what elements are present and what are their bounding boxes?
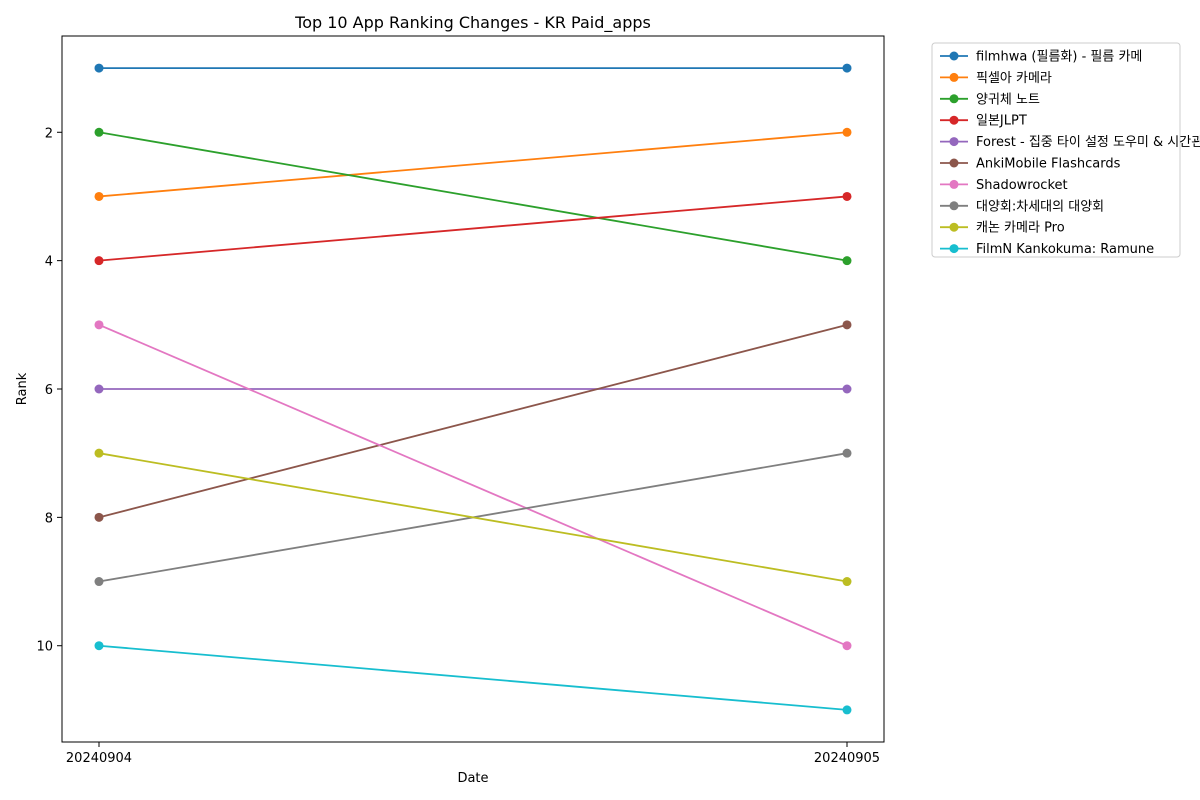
- legend-label: Shadowrocket: [976, 178, 1068, 193]
- series-line: [98, 131, 848, 198]
- legend-frame: [931, 42, 1181, 258]
- y-tick-label: 10: [36, 640, 53, 655]
- x-axis: 20240904 20240905: [66, 742, 880, 766]
- data-point: [842, 705, 852, 715]
- data-point: [842, 191, 852, 201]
- data-point: [842, 320, 852, 330]
- data-point: [94, 320, 104, 330]
- legend-label: 대양회:차세대의 대양회: [976, 199, 1104, 214]
- x-axis-label: Date: [457, 771, 488, 786]
- legend-label: FilmN Kankokuma: Ramune: [976, 242, 1154, 257]
- series-layer: [94, 63, 852, 715]
- legend-swatch-marker: [949, 94, 959, 104]
- legend-label: Forest - 집중 타이 설정 도우미 & 시간관리: [976, 135, 1200, 150]
- data-point: [842, 127, 852, 137]
- data-point: [94, 448, 104, 458]
- data-point: [94, 191, 104, 201]
- y-tick-label: 2: [45, 126, 53, 141]
- y-tick-label: 8: [45, 511, 53, 526]
- data-point: [842, 577, 852, 587]
- y-axis: 2 4 6 8 10: [36, 126, 62, 655]
- legend-label: 일본JLPT: [976, 114, 1027, 129]
- legend-swatch-marker: [949, 158, 959, 168]
- legend-swatch-marker: [949, 115, 959, 125]
- data-point: [842, 448, 852, 458]
- data-point: [842, 384, 852, 394]
- legend-swatch-marker: [949, 137, 959, 147]
- chart-title: Top 10 App Ranking Changes - KR Paid_app…: [294, 13, 651, 33]
- series-line: [98, 452, 848, 583]
- legend-label: 픽셀아 카메라: [976, 71, 1052, 86]
- data-point: [842, 256, 852, 266]
- legend-swatch-marker: [949, 179, 959, 189]
- legend-label: AnkiMobile Flashcards: [976, 157, 1121, 172]
- legend-swatch-marker: [949, 51, 959, 61]
- legend-label: filmhwa (필름화) - 필름 카메: [976, 50, 1142, 65]
- series-line: [98, 323, 848, 519]
- x-tick-label: 20240905: [814, 751, 880, 766]
- data-point: [94, 641, 104, 651]
- y-tick-label: 4: [45, 255, 53, 270]
- data-point: [94, 127, 104, 137]
- legend-swatch-marker: [949, 72, 959, 82]
- legend-swatch-marker: [949, 222, 959, 232]
- data-point: [842, 641, 852, 651]
- data-point: [94, 512, 104, 522]
- series-line: [98, 323, 848, 647]
- data-point: [842, 63, 852, 73]
- legend-swatch-marker: [949, 244, 959, 254]
- data-point: [94, 577, 104, 587]
- legend-label: 양귀체 노트: [976, 92, 1040, 107]
- legend-swatch-marker: [949, 201, 959, 211]
- series-line: [98, 195, 848, 262]
- data-point: [94, 63, 104, 73]
- data-point: [94, 384, 104, 394]
- series-line: [98, 644, 848, 711]
- x-tick-label: 20240904: [66, 751, 132, 766]
- data-point: [94, 256, 104, 266]
- legend-label: 캐논 카메라 Pro: [976, 221, 1065, 236]
- y-tick-label: 6: [45, 383, 53, 398]
- y-axis-label: Rank: [15, 372, 30, 405]
- series-line: [98, 131, 848, 262]
